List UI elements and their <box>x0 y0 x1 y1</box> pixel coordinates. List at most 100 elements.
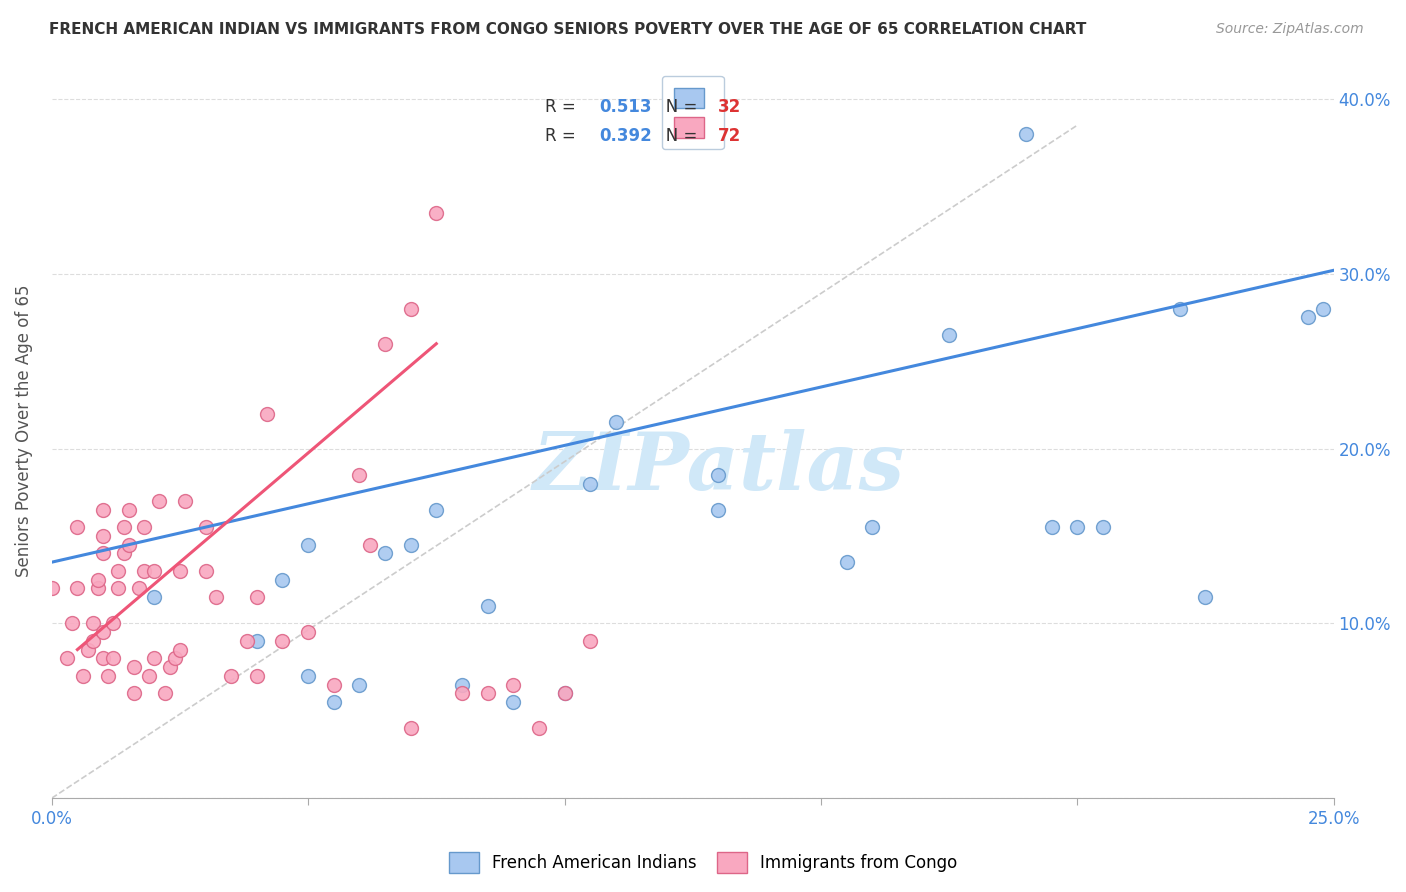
Point <box>374 336 396 351</box>
Point <box>91 625 114 640</box>
Text: FRENCH AMERICAN INDIAN VS IMMIGRANTS FROM CONGO SENIORS POVERTY OVER THE AGE OF : FRENCH AMERICAN INDIAN VS IMMIGRANTS FRO… <box>49 22 1087 37</box>
Point <box>349 467 371 482</box>
Point <box>579 476 602 491</box>
Point <box>527 721 550 735</box>
Point <box>1066 520 1088 534</box>
Point <box>271 633 294 648</box>
Point <box>143 651 166 665</box>
Point <box>128 582 150 596</box>
Point <box>707 467 730 482</box>
Point <box>132 520 155 534</box>
Point <box>169 564 191 578</box>
Point <box>1296 310 1319 325</box>
Point <box>451 686 474 700</box>
Point <box>91 546 114 560</box>
Point <box>87 582 110 596</box>
Point <box>112 520 135 534</box>
Point <box>297 669 319 683</box>
Point <box>194 520 217 534</box>
Point <box>153 686 176 700</box>
Point <box>1040 520 1063 534</box>
Point <box>66 520 89 534</box>
Point <box>60 616 83 631</box>
Text: Source: ZipAtlas.com: Source: ZipAtlas.com <box>1216 22 1364 37</box>
Point <box>1091 520 1114 534</box>
Point <box>271 573 294 587</box>
Point <box>41 582 63 596</box>
Point <box>605 415 627 429</box>
Point <box>174 494 197 508</box>
Text: R =: R = <box>546 98 581 116</box>
Point <box>579 633 602 648</box>
Point <box>219 669 242 683</box>
Point <box>502 695 524 709</box>
Point <box>246 633 269 648</box>
Point <box>205 590 228 604</box>
Point <box>82 616 104 631</box>
Point <box>1168 301 1191 316</box>
Point <box>246 669 269 683</box>
Text: 32: 32 <box>718 98 741 116</box>
Point <box>138 669 160 683</box>
Text: 0.392: 0.392 <box>599 128 652 145</box>
Point <box>451 677 474 691</box>
Point <box>349 677 371 691</box>
Point <box>169 642 191 657</box>
Point <box>835 555 858 569</box>
Point <box>194 564 217 578</box>
Point <box>477 686 499 700</box>
Point <box>1015 127 1038 141</box>
Point <box>132 564 155 578</box>
Point <box>107 582 129 596</box>
Point <box>502 677 524 691</box>
Point <box>72 669 94 683</box>
Point <box>163 651 186 665</box>
Text: 0.513: 0.513 <box>599 98 651 116</box>
Point <box>425 502 447 516</box>
Point <box>235 633 257 648</box>
Point <box>143 590 166 604</box>
Point <box>359 538 381 552</box>
Point <box>91 529 114 543</box>
Point <box>1312 301 1334 316</box>
Text: ZIPatlas: ZIPatlas <box>533 429 904 507</box>
Point <box>246 590 269 604</box>
Point <box>91 502 114 516</box>
Point <box>82 633 104 648</box>
Point <box>1194 590 1216 604</box>
Legend: French American Indians, Immigrants from Congo: French American Indians, Immigrants from… <box>441 846 965 880</box>
Point <box>322 695 344 709</box>
Point <box>122 686 145 700</box>
Text: R =: R = <box>546 128 581 145</box>
Point <box>66 582 89 596</box>
Legend: , : , <box>662 76 724 149</box>
Y-axis label: Seniors Poverty Over the Age of 65: Seniors Poverty Over the Age of 65 <box>15 285 32 577</box>
Text: 72: 72 <box>718 128 741 145</box>
Point <box>122 660 145 674</box>
Point <box>707 502 730 516</box>
Point <box>159 660 181 674</box>
Point <box>118 538 141 552</box>
Point <box>399 301 422 316</box>
Text: N =: N = <box>651 128 703 145</box>
Text: N =: N = <box>651 98 703 116</box>
Point <box>76 642 98 657</box>
Point <box>143 564 166 578</box>
Point <box>322 677 344 691</box>
Point <box>107 564 129 578</box>
Point <box>399 538 422 552</box>
Point <box>425 205 447 219</box>
Point <box>553 686 575 700</box>
Point <box>297 625 319 640</box>
Point <box>399 721 422 735</box>
Point <box>477 599 499 613</box>
Point <box>103 651 125 665</box>
Point <box>148 494 170 508</box>
Point <box>374 546 396 560</box>
Point <box>860 520 883 534</box>
Point <box>938 328 960 343</box>
Point <box>91 651 114 665</box>
Point <box>553 686 575 700</box>
Point <box>118 502 141 516</box>
Point <box>56 651 79 665</box>
